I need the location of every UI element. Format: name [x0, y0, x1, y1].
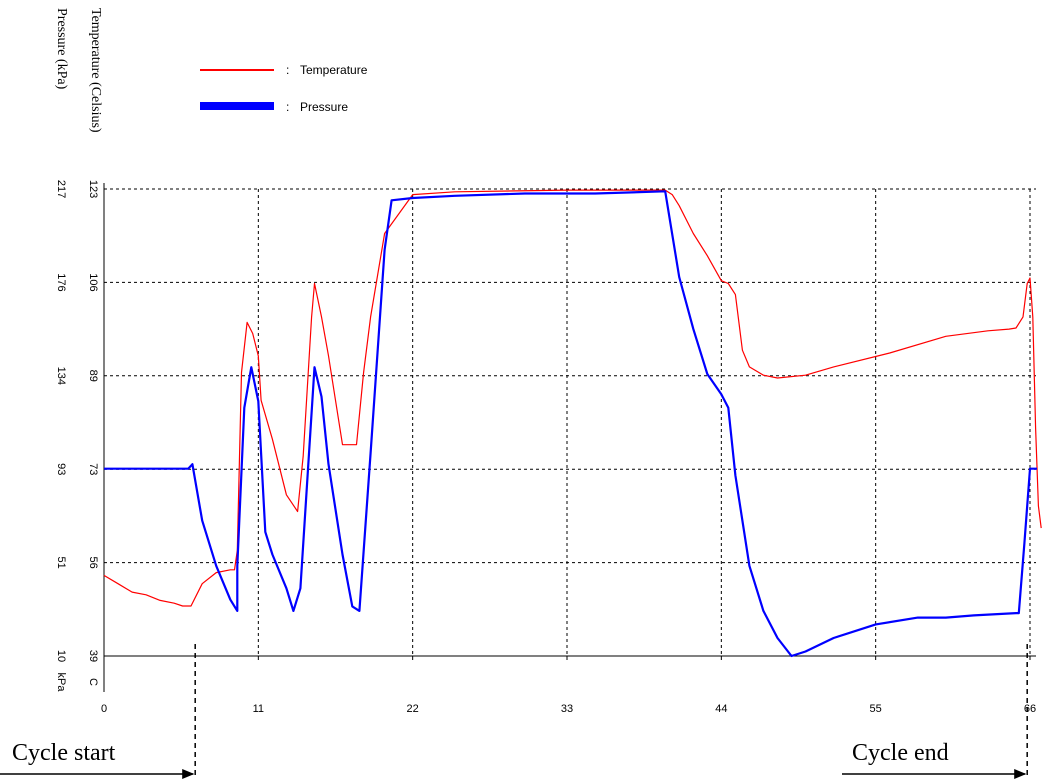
y-axis-label-pressure: Pressure (kPa) [54, 8, 69, 90]
y-tick-label-pressure: 217 [55, 180, 67, 198]
cycle-markers [0, 644, 1028, 779]
y-tick-label-pressure: 51 [55, 556, 67, 568]
y-unit-label-pressure: kPa [55, 673, 67, 693]
axes [103, 183, 1036, 692]
y-tick-label-pressure: 93 [55, 463, 67, 475]
y-tick-label-pressure: 134 [55, 367, 67, 385]
tick-labels: 0 11 22 33 44 55 66 39 56 73 89 106 123 C 10 51 93 134 176… [55, 180, 1036, 715]
series-line-pressure [104, 190, 1037, 658]
y-tick-label-temperature: 73 [87, 463, 99, 475]
x-tick-label: 66 [1024, 703, 1036, 715]
legend-sep-pressure: : [286, 100, 289, 114]
x-tick-label: 22 [407, 703, 419, 715]
y-tick-label-temperature: 89 [87, 370, 99, 382]
y-axis-label-temperature: Temperature (Celsius) [88, 8, 103, 133]
y-tick-label-pressure: 10 [55, 650, 67, 662]
series-line-temperature [103, 189, 1042, 607]
x-tick-label: 0 [101, 703, 107, 715]
y-unit-label-temperature: C [87, 678, 99, 686]
y-tick-label-temperature: 56 [87, 556, 99, 568]
grid-lines [104, 188, 1036, 656]
y-tick-label-pressure: 176 [55, 273, 67, 291]
legend: : Temperature : Pressure [200, 63, 368, 114]
y-tick-label-temperature: 106 [87, 273, 99, 291]
legend-label-temperature: Temperature [300, 63, 368, 77]
legend-sep-temperature: : [286, 63, 289, 77]
x-tick-label: 44 [715, 703, 727, 715]
x-tick-label: 33 [561, 703, 573, 715]
cycle-start-label: Cycle start [12, 740, 116, 766]
series-group [103, 189, 1042, 658]
x-tick-label: 55 [870, 703, 882, 715]
legend-label-pressure: Pressure [300, 100, 348, 114]
x-tick-label: 11 [253, 703, 264, 715]
y-tick-label-temperature: 123 [87, 180, 99, 198]
cycle-end-label: Cycle end [852, 740, 949, 766]
y-tick-label-temperature: 39 [87, 650, 99, 662]
